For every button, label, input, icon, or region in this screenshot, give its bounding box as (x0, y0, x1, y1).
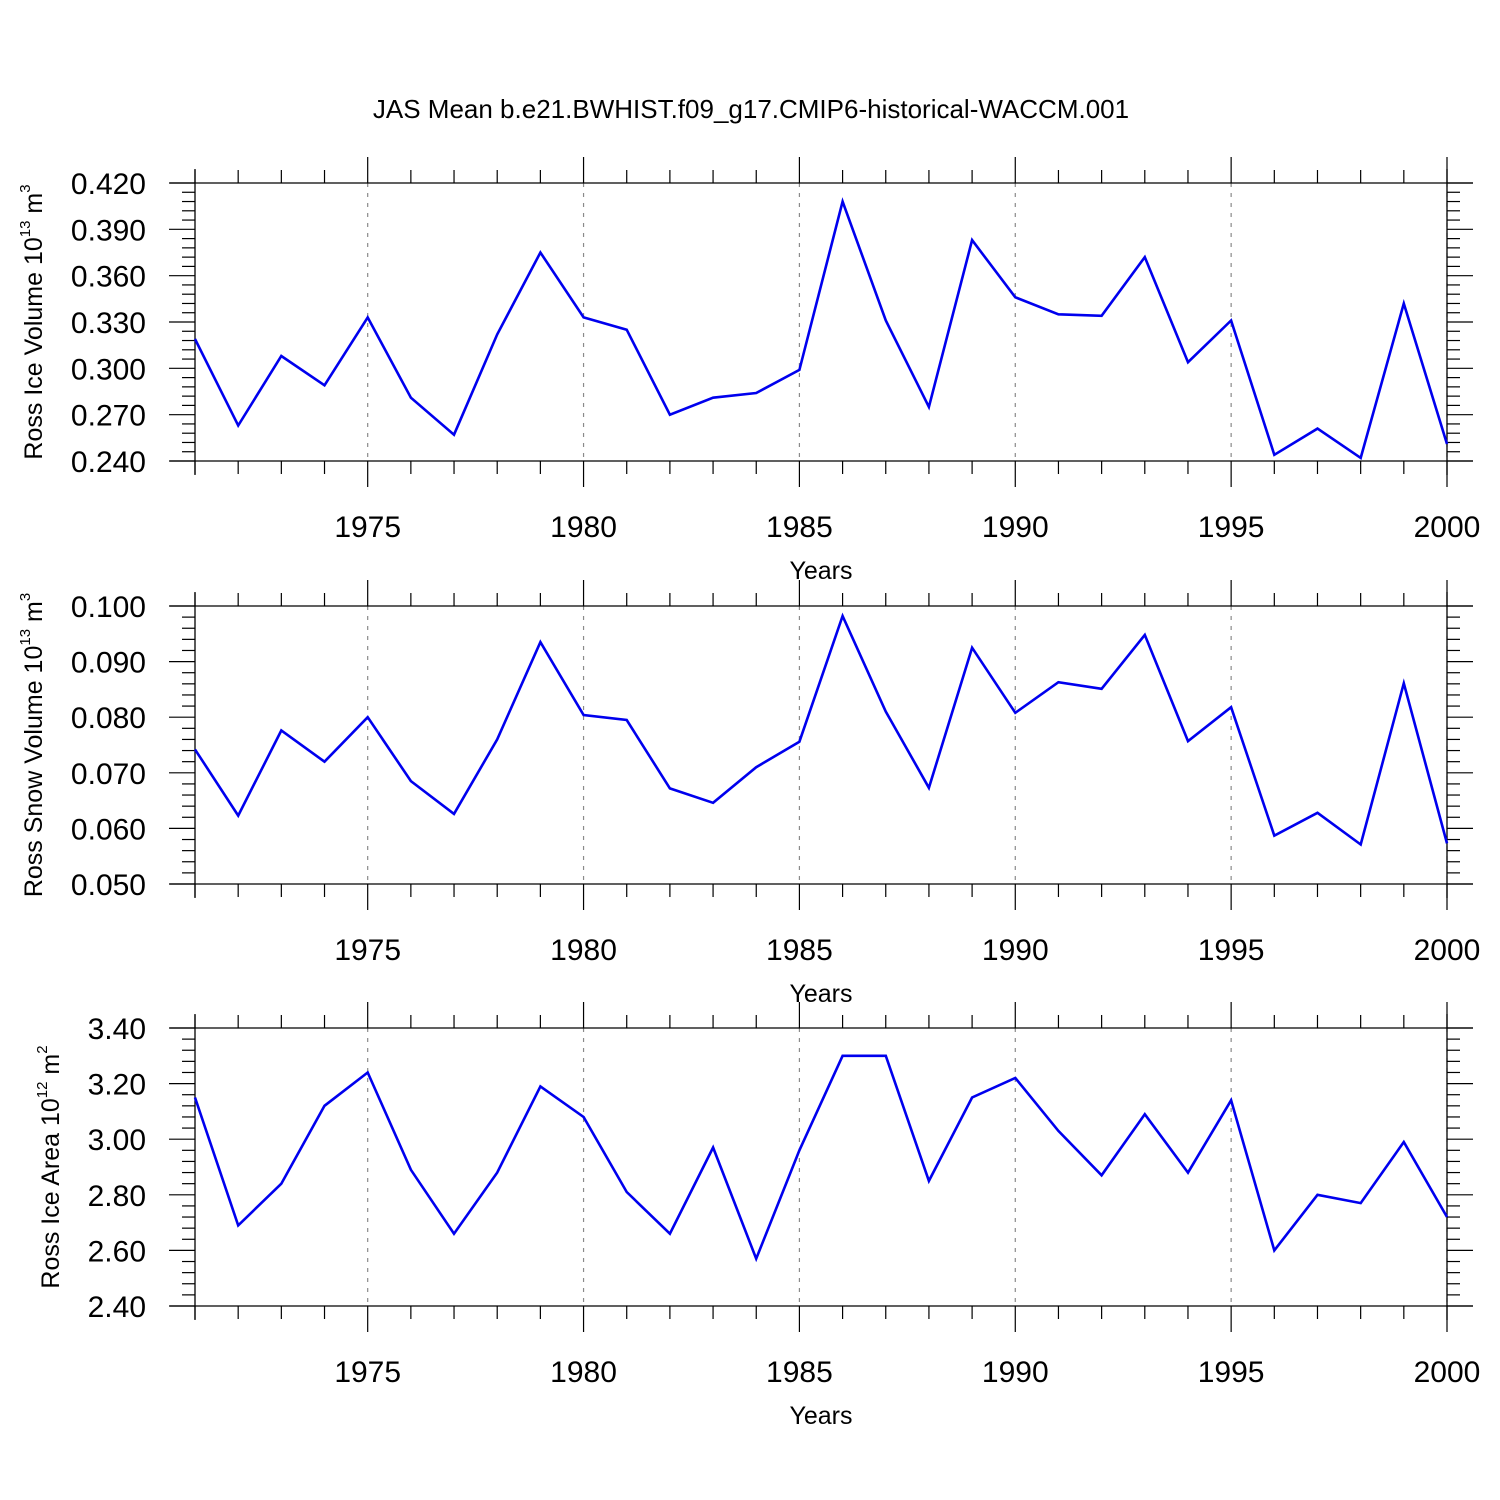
y-tick-label: 0.360 (71, 261, 146, 294)
x-tick-label-1980: 1980 (550, 511, 617, 544)
y-tick-label: 0.060 (71, 813, 146, 846)
y-axis-title-text: Ross Snow Volume 10 (20, 646, 48, 898)
y-tick-label: 0.420 (71, 168, 146, 201)
x-tick-label-1990: 1990 (982, 934, 1049, 967)
x-tick-label-1990: 1990 (982, 1356, 1049, 1389)
x-axis-title: Years (789, 1402, 852, 1430)
series-line (193, 197, 1449, 460)
x-tick-label-2000: 2000 (1414, 934, 1481, 967)
y-axis-title-unit: m (37, 1054, 65, 1082)
y-axis-title-text: Ross Ice Volume 10 (20, 237, 48, 459)
y-tick-label: 3.00 (88, 1124, 146, 1157)
y-axis-title: Ross Snow Volume 1013 m3 (17, 593, 48, 897)
y-tick-label: 0.270 (71, 400, 146, 433)
y-axis-title: Ross Ice Area 1012 m2 (34, 1045, 65, 1288)
y-tick-label: 3.20 (88, 1069, 146, 1102)
panels: 1975 1980 1985 1990 1995 2000 Years 0.420 0.390 0… (17, 157, 1480, 1430)
y-tick-label: 0.100 (71, 591, 146, 624)
x-tick-label-1990: 1990 (982, 511, 1049, 544)
y-axis-title-unit: m (20, 601, 48, 629)
x-tick-label-2000: 2000 (1414, 511, 1481, 544)
x-tick-label-1975: 1975 (334, 934, 401, 967)
y-tick-label: 2.40 (88, 1291, 146, 1324)
y-axis-title-exponent: 13 (17, 629, 34, 646)
x-tick-label-1995: 1995 (1198, 511, 1265, 544)
y-tick-label: 0.050 (71, 869, 146, 902)
x-tick-label-1985: 1985 (766, 511, 833, 544)
y-tick-label: 0.390 (71, 214, 146, 247)
y-tick-label: 3.40 (88, 1013, 146, 1046)
x-tick-label-1975: 1975 (334, 1356, 401, 1389)
series-line (193, 1054, 1449, 1263)
x-tick-label-1985: 1985 (766, 934, 833, 967)
y-tick-label: 2.80 (88, 1180, 146, 1213)
y-tick-label: 2.60 (88, 1235, 146, 1268)
y-tick-label: 0.070 (71, 758, 146, 791)
y-tick-label: 0.300 (71, 353, 146, 386)
y-axis-title-unit: m (20, 193, 48, 221)
chart-title: JAS Mean b.e21.BWHIST.f09_g17.CMIP6-hist… (373, 94, 1129, 124)
x-tick-label-2000: 2000 (1414, 1356, 1481, 1389)
y-axis-title-text: Ross Ice Area 10 (37, 1098, 65, 1288)
x-tick-label-1980: 1980 (550, 1356, 617, 1389)
x-tick-label-1995: 1995 (1198, 1356, 1265, 1389)
y-axis-title-unit-exponent: 3 (17, 184, 34, 192)
y-tick-label: 0.240 (71, 446, 146, 479)
x-tick-label-1980: 1980 (550, 934, 617, 967)
x-tick-label-1995: 1995 (1198, 934, 1265, 967)
panel-1: 1975 1980 1985 1990 1995 2000Years0.4200.3900… (17, 157, 1480, 585)
y-axis-title-unit-exponent: 3 (17, 593, 34, 601)
y-axis-title: Ross Ice Volume 1013 m3 (17, 184, 48, 459)
y-tick-label: 0.330 (71, 307, 146, 340)
y-axis-title-exponent: 12 (34, 1082, 51, 1099)
series-line (193, 612, 1449, 847)
y-axis-title-unit-exponent: 2 (34, 1045, 51, 1053)
y-tick-label: 0.080 (71, 702, 146, 735)
panel-2: 1975 1980 1985 1990 1995 2000Years0.1000.0900… (17, 580, 1480, 1008)
x-tick-label-1975: 1975 (334, 511, 401, 544)
y-tick-label: 0.090 (71, 647, 146, 680)
y-axis-title-exponent: 13 (17, 221, 34, 238)
x-tick-label-1985: 1985 (766, 1356, 833, 1389)
panel-3: 1975 1980 1985 1990 1995 2000 Years 3.40 3.20 3.0… (34, 1002, 1480, 1430)
